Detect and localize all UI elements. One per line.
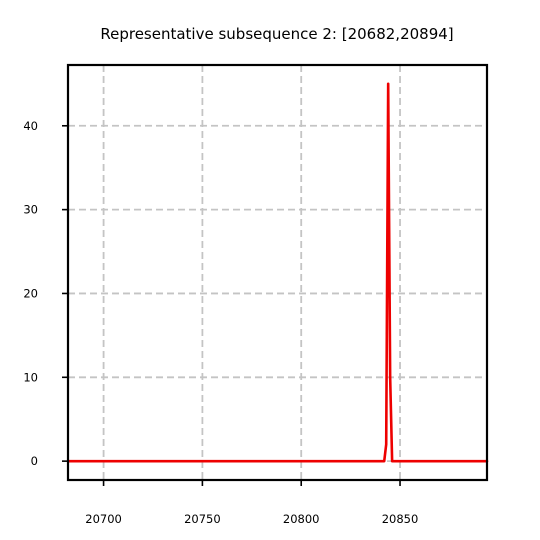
plot-frame — [66, 63, 489, 482]
x-tick-label: 20800 — [283, 512, 320, 526]
axis-ticks: 20700 20750 20800 20850 0 10 20 30 40 — [23, 119, 418, 526]
chart-title: Representative subsequence 2: [20682,208… — [100, 25, 453, 43]
y-tick-label: 40 — [23, 119, 38, 133]
y-tick-label: 20 — [23, 286, 38, 300]
y-tick-label: 0 — [31, 454, 38, 468]
series-layer — [66, 82, 489, 463]
x-tick-label: 20750 — [184, 512, 221, 526]
x-tick-label: 20700 — [85, 512, 122, 526]
y-tick-label: 10 — [23, 370, 38, 384]
x-tick-label: 20850 — [382, 512, 419, 526]
series-line-1 — [66, 82, 489, 463]
grid — [68, 65, 487, 480]
y-tick-label: 30 — [23, 203, 38, 217]
